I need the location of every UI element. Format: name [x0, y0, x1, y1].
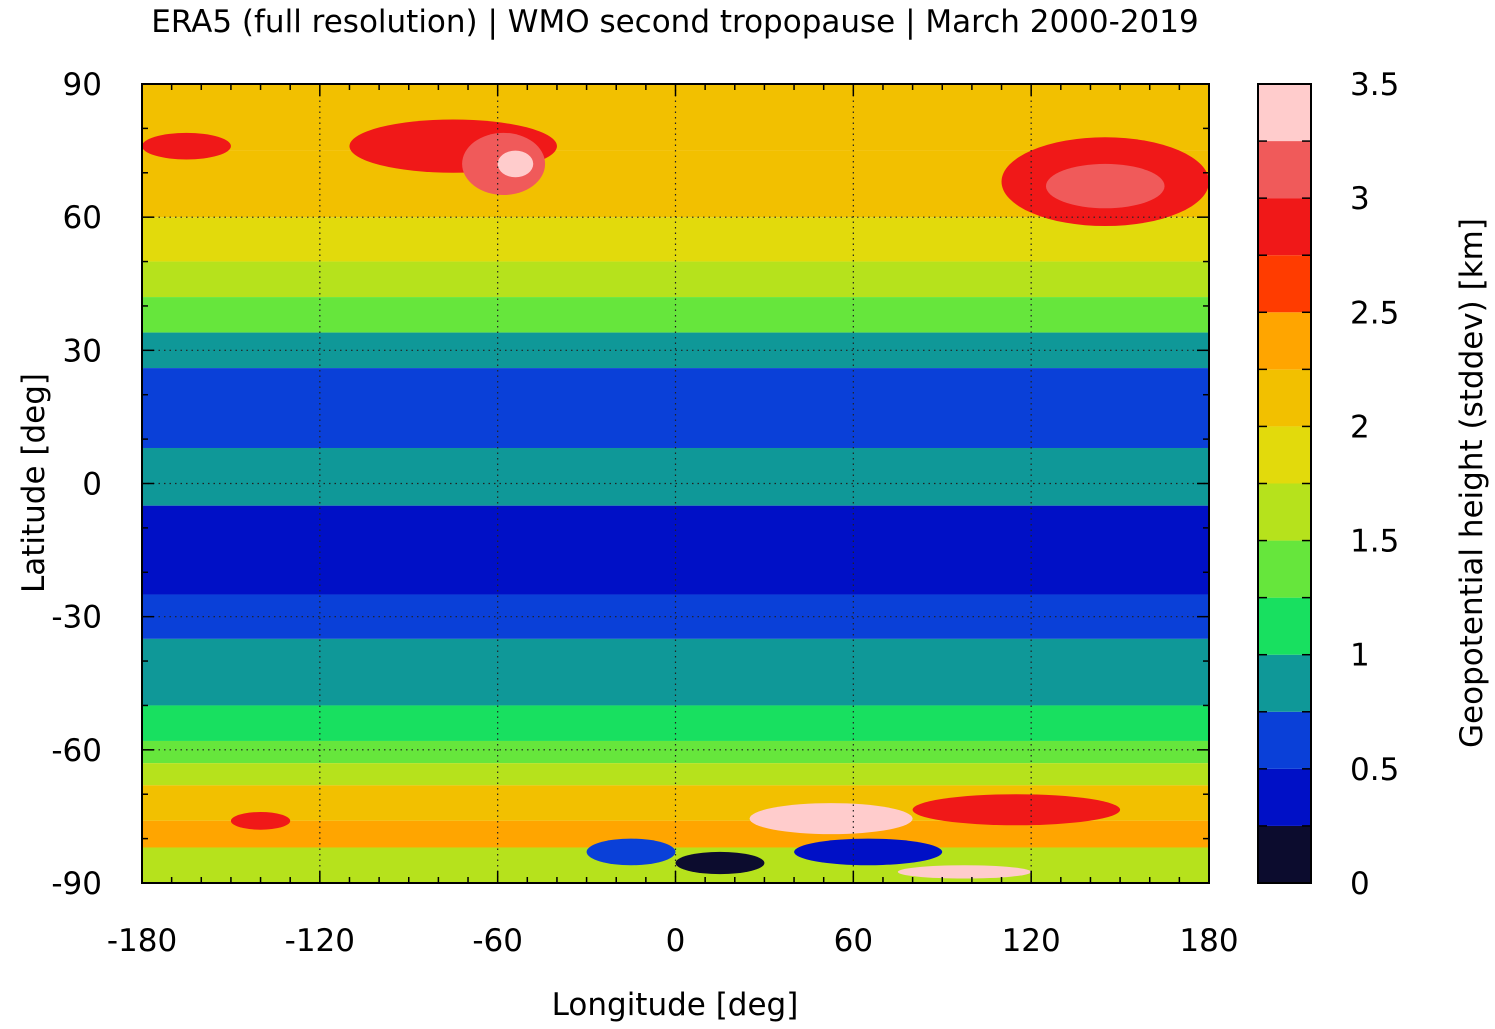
- x-tick-label: -60: [472, 923, 523, 959]
- region-cell: [749, 803, 913, 835]
- colorbar-swatch: [1258, 825, 1311, 883]
- x-tick-label: 0: [666, 923, 686, 959]
- map-plot-area: [141, 83, 1210, 884]
- zonal-band: [142, 447, 1209, 506]
- colorbar-tick-label: 3.5: [1350, 67, 1399, 103]
- x-tick-label: 180: [1179, 923, 1238, 959]
- y-axis-label: Latitude [deg]: [16, 373, 52, 593]
- zonal-band: [142, 740, 1209, 764]
- x-axis-label: Longitude [deg]: [552, 987, 799, 1023]
- colorbar-tick-labels: 0 0.5 1 1.5 2 2.5 3 3.5: [1350, 67, 1399, 902]
- colorbar-tick-label: 0.5: [1350, 752, 1399, 788]
- region-cell: [1045, 163, 1165, 209]
- y-tick-label: 0: [82, 467, 102, 503]
- x-tick-label: 120: [1002, 923, 1061, 959]
- colorbar-swatch: [1258, 426, 1311, 484]
- colorbar-swatch: [1258, 654, 1311, 712]
- chart-title: ERA5 (full resolution) | WMO second trop…: [151, 4, 1198, 40]
- x-tick-label: 60: [834, 923, 873, 959]
- zonal-band: [142, 261, 1209, 298]
- region-cell: [586, 838, 676, 866]
- region-cell: [912, 794, 1121, 826]
- region-cell: [142, 132, 231, 160]
- zonal-band: [142, 763, 1209, 786]
- colorbar-label: Geopotential height (stddev) [km]: [1454, 218, 1490, 748]
- x-tick-label: -180: [107, 923, 177, 959]
- frame-ticks: [141, 83, 1210, 884]
- x-tick-labels: -180 -120 -60 0 60 120 180: [107, 923, 1239, 959]
- colorbar-swatch: [1258, 597, 1311, 655]
- region-cell: [497, 150, 534, 178]
- colorbar-swatch: [1258, 540, 1311, 598]
- colorbar-swatch: [1258, 141, 1311, 199]
- colorbar-swatch: [1258, 369, 1311, 427]
- colorbar-swatch: [1258, 768, 1311, 826]
- x-tick-label: -120: [285, 923, 355, 959]
- colorbar-swatch: [1258, 198, 1311, 256]
- y-tick-label: 90: [63, 67, 102, 103]
- y-tick-label: 30: [63, 333, 102, 369]
- y-tick-label: -60: [51, 733, 102, 769]
- y-tick-label: -30: [51, 600, 102, 636]
- colorbar-tick-label: 1.5: [1350, 524, 1399, 560]
- colorbar-tick-label: 3: [1350, 181, 1370, 217]
- colorbar-swatch: [1258, 312, 1311, 370]
- colorbar-swatch: [1258, 483, 1311, 541]
- colorbar-tick-label: 0: [1350, 866, 1370, 902]
- y-tick-label: -90: [51, 866, 102, 902]
- colorbar: 0 0.5 1 1.5 2 2.5 3 3.5: [1257, 67, 1399, 902]
- y-tick-labels: 90 60 30 0 -30 -60 -90: [51, 67, 102, 902]
- colorbar-tick-label: 2.5: [1350, 295, 1399, 331]
- region-cell: [675, 851, 765, 875]
- y-tick-label: 60: [63, 200, 102, 236]
- region-cell: [230, 811, 291, 830]
- zonal-band: [142, 638, 1209, 706]
- region-cell: [794, 838, 943, 866]
- colorbar-tick-label: 1: [1350, 638, 1370, 674]
- colorbar-swatch: [1258, 255, 1311, 313]
- colorbar-ticks: [1258, 140, 1311, 884]
- grid-lines: [142, 84, 1209, 883]
- colorbar-tick-label: 2: [1350, 409, 1370, 445]
- colorbar-swatches: [1258, 84, 1311, 883]
- colorbar-swatch: [1258, 84, 1311, 142]
- colorbar-swatch: [1258, 711, 1311, 769]
- region-cell: [897, 865, 1032, 879]
